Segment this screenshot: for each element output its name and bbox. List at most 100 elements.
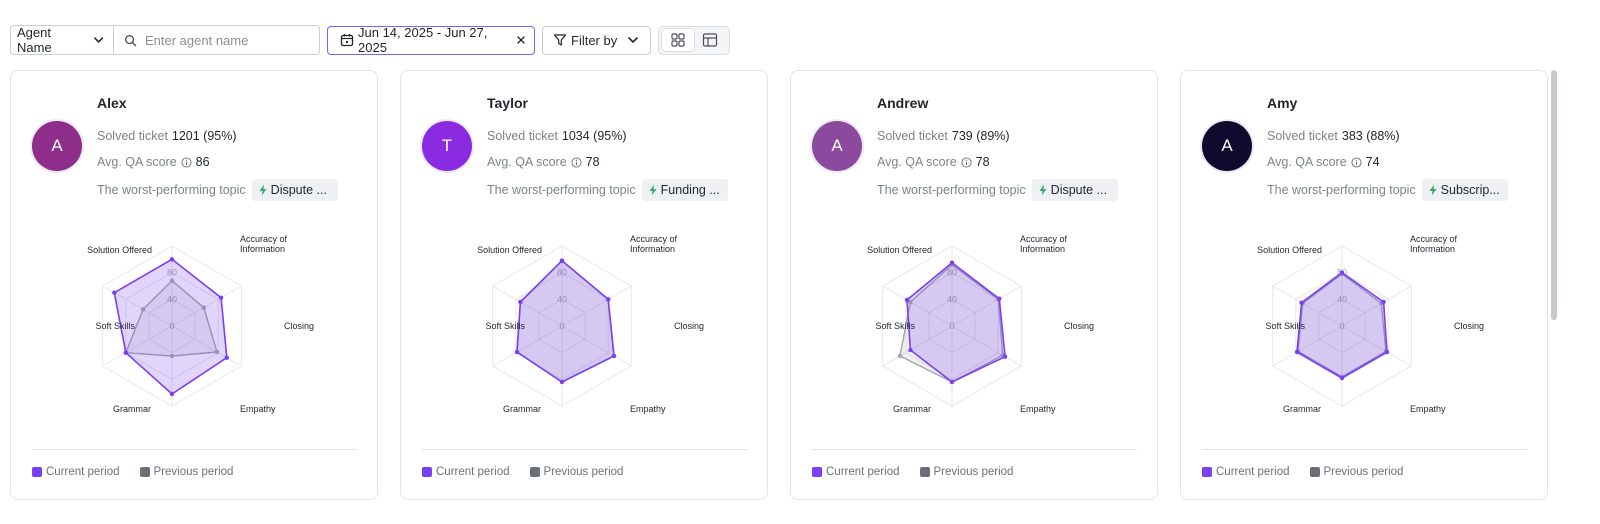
radar-point-current-closing — [611, 353, 617, 359]
topic-chip[interactable]: Dispute ... — [251, 179, 338, 201]
info-icon[interactable] — [1351, 156, 1362, 168]
qa-score-label: Avg. QA score — [877, 155, 957, 169]
close-icon — [517, 36, 525, 44]
table-icon — [702, 33, 718, 47]
avatar: T — [422, 121, 472, 171]
legend-current-period[interactable]: Current period — [812, 466, 900, 478]
radar-axis-label-empathy: Empathy — [630, 404, 666, 414]
toolbar: Agent Name Jun 14, 2025 - Jun 27, 2025 F… — [10, 25, 730, 55]
agent-card[interactable]: A Alex Solved ticket 1201 (95%) Avg. QA … — [10, 70, 378, 500]
radar-axis-label-empathy: Empathy — [1410, 404, 1446, 414]
radar-point-current-closing — [1002, 354, 1008, 359]
radar-axis-label-empathy: Empathy — [1020, 404, 1056, 414]
legend-previous-period[interactable]: Previous period — [919, 466, 1013, 478]
legend-previous-period[interactable]: Previous period — [139, 466, 233, 478]
chart-legend: Current period Previous period — [32, 466, 253, 478]
radar-point-current-soft-skills — [518, 299, 523, 305]
search-field-select[interactable]: Agent Name — [10, 25, 114, 55]
radar-axis-label-accuracy-of-information: Accuracy of Information — [630, 234, 678, 254]
radar-spoke — [492, 285, 563, 327]
legend-swatch-previous — [919, 467, 930, 477]
topic-chip[interactable]: Dispute ... — [1031, 179, 1118, 201]
agent-card[interactable]: A Andrew Solved ticket 739 (89%) Avg. QA… — [790, 70, 1158, 500]
divider — [812, 449, 1137, 450]
solved-ticket-stat: Solved ticket 383 (88%) — [1267, 129, 1400, 143]
agent-card[interactable]: A Amy Solved ticket 383 (88%) Avg. QA sc… — [1180, 70, 1548, 500]
qa-score-label: Avg. QA score — [1267, 155, 1347, 169]
agent-card[interactable]: T Taylor Solved ticket 1034 (95%) Avg. Q… — [400, 70, 768, 500]
radar-axis-label-soft-skills: Soft Skills — [95, 321, 135, 331]
topic-chip-label: Funding ... — [660, 183, 720, 197]
agent-search-box — [114, 25, 320, 55]
search-input[interactable] — [145, 32, 305, 48]
search-field-label: Agent Name — [17, 25, 52, 55]
radar-spoke — [951, 325, 1022, 367]
legend-current-period[interactable]: Current period — [422, 466, 510, 478]
avatar: A — [812, 121, 862, 171]
table-view-button[interactable] — [694, 29, 726, 51]
worst-topic-label: The worst-performing topic — [487, 183, 636, 197]
topic-chip[interactable]: Funding ... — [641, 179, 728, 201]
worst-topic-label: The worst-performing topic — [97, 183, 246, 197]
radar-point-previous-empathy — [169, 353, 175, 359]
lightning-icon — [1039, 184, 1047, 196]
radar-axis-label-solution-offered: Solution Offered — [477, 245, 542, 255]
radar-axis-label-closing: Closing — [1064, 321, 1094, 331]
solved-ticket-label: Solved ticket — [487, 129, 558, 143]
legend-current-period[interactable]: Current period — [1202, 466, 1290, 478]
radar-point-current-empathy — [559, 379, 565, 385]
solved-ticket-stat: Solved ticket 1034 (95%) — [487, 129, 627, 143]
legend-previous-period[interactable]: Previous period — [529, 466, 623, 478]
radar-tick-label: 40 — [557, 294, 567, 304]
radar-point-current-empathy — [169, 391, 175, 397]
legend-swatch-current — [32, 467, 42, 477]
radar-point-current-solution-offered — [559, 258, 565, 263]
radar-point-current-closing — [1384, 349, 1390, 355]
info-icon[interactable] — [181, 156, 192, 168]
solved-ticket-value: 739 (89%) — [951, 129, 1010, 143]
radar-tick-label: 40 — [167, 294, 177, 304]
radar-tick-label: 40 — [947, 294, 957, 304]
topic-chip-label: Dispute ... — [1050, 183, 1107, 197]
radar-axis-label-closing: Closing — [1454, 321, 1484, 331]
qa-score-stat: Avg. QA score 74 — [1267, 155, 1380, 169]
topic-chip[interactable]: Subscrip... — [1421, 179, 1508, 201]
chart-legend: Current period Previous period — [1202, 466, 1423, 478]
grid-view-button[interactable] — [662, 29, 694, 51]
agent-name: Andrew — [877, 95, 929, 111]
radar-point-current-accuracy-of-information — [606, 297, 611, 302]
radar-axis-label-accuracy-of-information: Accuracy of Information — [1020, 234, 1068, 254]
clear-date-button[interactable] — [514, 33, 528, 47]
info-icon[interactable] — [571, 156, 582, 168]
radar-axis-label-accuracy-of-information: Accuracy of Information — [240, 234, 288, 254]
worst-topic-stat: The worst-performing topic Subscrip... — [1267, 179, 1508, 201]
divider — [1202, 449, 1527, 450]
avatar: A — [32, 121, 82, 171]
radar-spoke — [102, 325, 173, 367]
legend-swatch-previous — [139, 467, 150, 477]
radar-point-previous-accuracy-of-information — [201, 305, 206, 310]
radar-tick-label: 80 — [167, 268, 177, 278]
radar-point-current-grammar — [123, 350, 128, 355]
radar-point-current-empathy — [949, 379, 955, 385]
radar-axis-label-empathy: Empathy — [240, 404, 276, 414]
legend-previous-label: Previous period — [1323, 466, 1404, 478]
radar-point-current-solution-offered — [1339, 270, 1345, 275]
radar-point-current-soft-skills — [904, 297, 910, 303]
vertical-scrollbar[interactable] — [1551, 70, 1557, 320]
radar-spoke — [171, 285, 242, 327]
worst-topic-stat: The worst-performing topic Funding ... — [487, 179, 728, 201]
radar-spoke — [171, 325, 242, 367]
radar-point-current-soft-skills — [1299, 300, 1304, 305]
radar-axis-label-accuracy-of-information: Accuracy of Information — [1410, 234, 1458, 254]
radar-axis-label-grammar: Grammar — [893, 404, 931, 414]
filter-by-button[interactable]: Filter by — [542, 25, 651, 55]
date-range-picker[interactable]: Jun 14, 2025 - Jun 27, 2025 — [327, 25, 535, 55]
info-icon[interactable] — [961, 156, 972, 168]
legend-previous-period[interactable]: Previous period — [1309, 466, 1404, 478]
avatar-initial: A — [1221, 136, 1233, 155]
legend-current-period[interactable]: Current period — [32, 466, 120, 478]
legend-current-label: Current period — [1216, 466, 1290, 478]
qa-score-stat: Avg. QA score 86 — [97, 155, 210, 169]
